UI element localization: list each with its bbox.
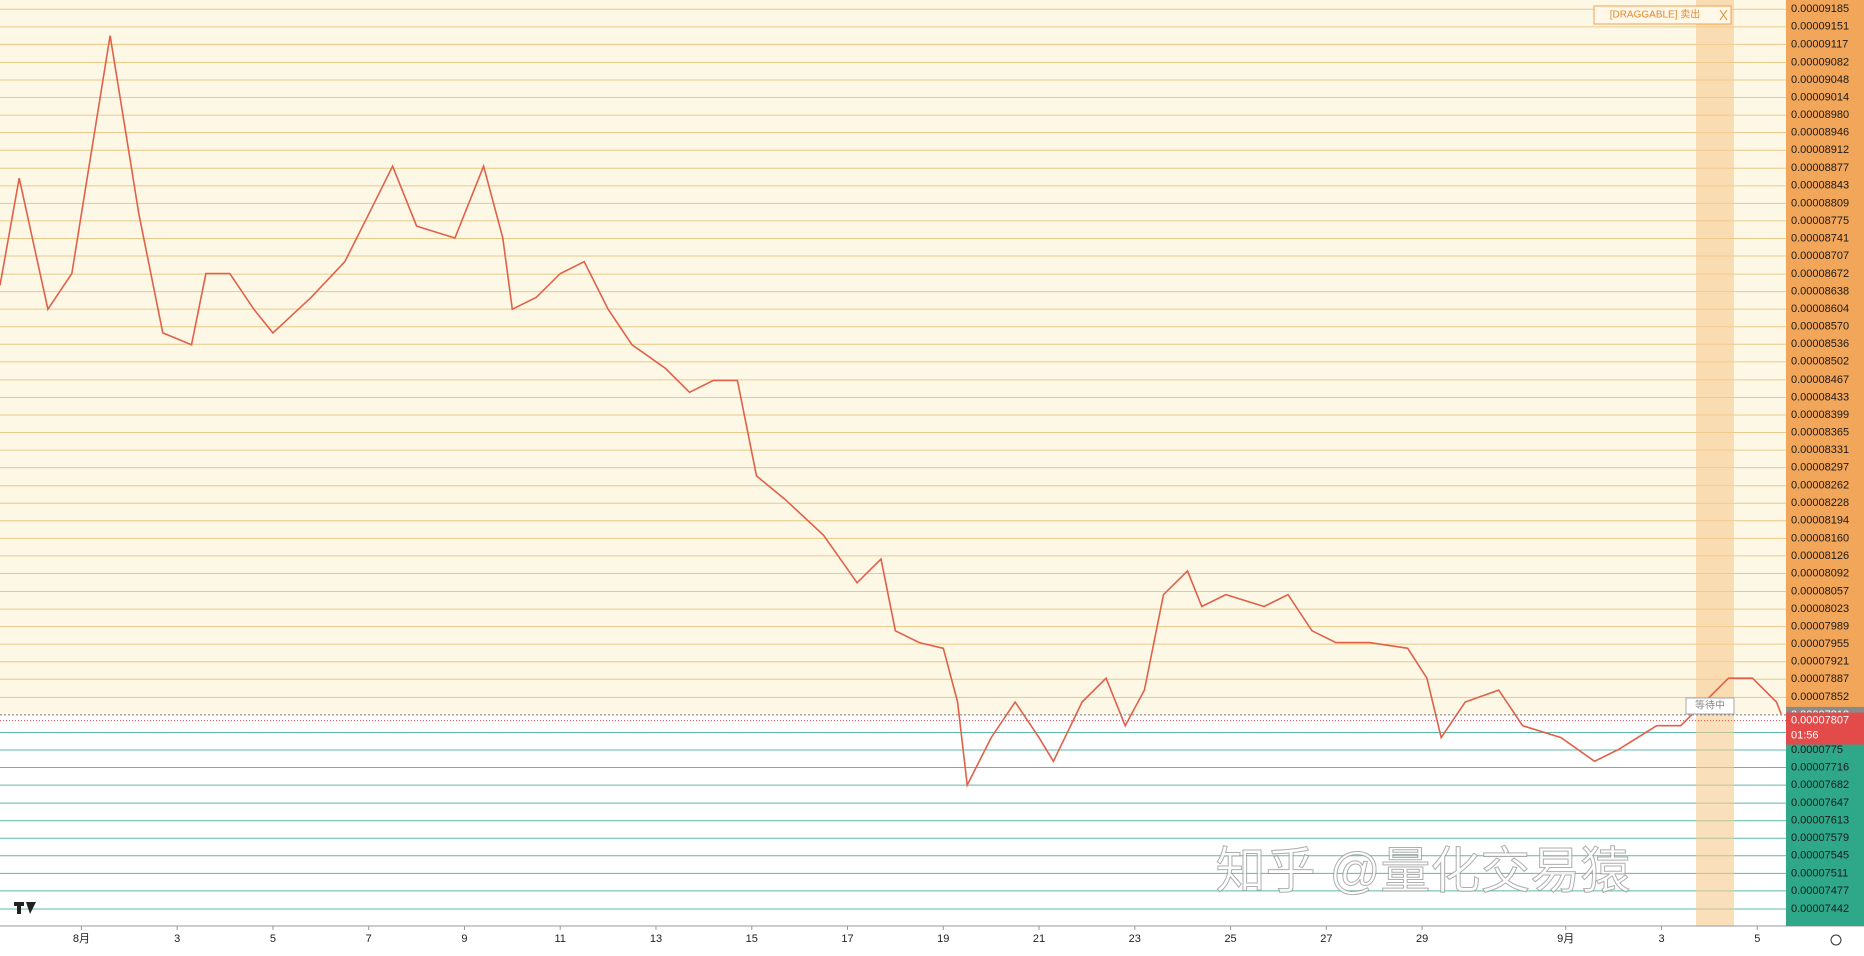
y-tick-label: 0.00008570	[1791, 321, 1849, 333]
y-tick-label: 0.00008331	[1791, 444, 1849, 456]
x-tick-label: 21	[1033, 933, 1045, 945]
y-tick-label: 0.00009014	[1791, 91, 1849, 103]
x-tick-label: 17	[841, 933, 853, 945]
y-tick-label: 0.00007579	[1791, 832, 1849, 844]
y-tick-label: 0.00009185	[1791, 3, 1849, 15]
y-tick-label: 0.00007852	[1791, 691, 1849, 703]
y-tick-label: 0.00008946	[1791, 127, 1849, 139]
pending-label: 等待中	[1695, 699, 1725, 712]
y-tick-label: 0.00008365	[1791, 426, 1849, 438]
y-tick-label: 0.00008297	[1791, 462, 1849, 474]
y-tick-label: 0.00008980	[1791, 109, 1849, 121]
x-tick-label: 7	[366, 933, 372, 945]
x-tick-label: 15	[746, 933, 758, 945]
x-tick-label: 5	[270, 933, 276, 945]
y-tick-label: 0.00008809	[1791, 197, 1849, 209]
y-tick-label: 0.00007716	[1791, 761, 1849, 773]
countdown: 01:56	[1791, 729, 1819, 741]
y-tick-label: 0.00008228	[1791, 497, 1849, 509]
settings-icon[interactable]	[1830, 934, 1842, 946]
y-tick-label: 0.00007887	[1791, 673, 1849, 685]
y-tick-label: 0.00008467	[1791, 374, 1849, 386]
y-tick-label: 0.00007613	[1791, 815, 1849, 827]
price-axis: 0.00009185 0.00009151 0.00009117 0.00009082…	[1786, 0, 1864, 926]
y-tick-label: 0.00009117	[1791, 38, 1848, 50]
time-axis-labels: 8月 3 5 7 9 11 13 15 17 19 21 23 25 27 29 9月 3 5	[73, 926, 1760, 945]
y-tick-label: 0.00007921	[1791, 656, 1849, 668]
y-tick-label: 0.00008126	[1791, 550, 1849, 562]
price-line	[0, 35, 1782, 788]
y-tick-label: 0.00009082	[1791, 56, 1849, 68]
y-tick-label: 0.00007682	[1791, 779, 1849, 791]
x-tick-label: 3	[174, 933, 180, 945]
y-tick-label: 0.00007442	[1791, 903, 1849, 915]
axis-upper	[1786, 0, 1864, 715]
y-tick-label: 0.00008912	[1791, 144, 1849, 156]
y-tick-label: 0.00009151	[1791, 21, 1849, 33]
y-tick-label: 0.00008877	[1791, 162, 1849, 174]
x-tick-label: 25	[1224, 933, 1236, 945]
x-tick-label: 5	[1754, 933, 1760, 945]
order-strip	[1696, 0, 1734, 926]
time-axis	[0, 926, 1864, 951]
x-tick-label: 29	[1416, 933, 1428, 945]
axis-lower	[1786, 714, 1864, 926]
x-tick-label: 27	[1320, 933, 1332, 945]
y-tick-label: 0.00008672	[1791, 268, 1849, 280]
y-tick-label: 0.00008057	[1791, 585, 1849, 597]
pending-box	[1685, 697, 1735, 715]
y-tick-label: 0.00007647	[1791, 797, 1849, 809]
y-tick-label: 0.00008638	[1791, 286, 1849, 298]
x-tick-label: 9	[461, 933, 467, 945]
y-tick-label: 0.00008262	[1791, 480, 1849, 492]
close-icon[interactable]	[1719, 9, 1728, 21]
y-tick-label: 0.00008604	[1791, 303, 1849, 315]
y-tick-label: 0.00008160	[1791, 532, 1849, 544]
x-tick-label: 8月	[73, 933, 90, 945]
x-tick-label: 19	[937, 933, 949, 945]
y-tick-label: 0.00008502	[1791, 356, 1849, 368]
x-tick-label: 13	[650, 933, 662, 945]
x-tick-label: 3	[1658, 933, 1664, 945]
y-tick-label: 0.00008092	[1791, 567, 1849, 579]
y-tick-label: 0.00007989	[1791, 621, 1849, 633]
order-label: [DRAGGABLE] 卖出	[1610, 8, 1701, 21]
y-tick-label: 0.00007545	[1791, 850, 1849, 862]
y-tick-label: 0.00007511	[1791, 867, 1848, 879]
y-tick-label: 0.00008194	[1791, 515, 1849, 527]
y-tick-label: 0.00008843	[1791, 180, 1849, 192]
last-price-box	[1786, 712, 1864, 745]
y-tick-label: 0.00008433	[1791, 391, 1849, 403]
plot	[0, 35, 1786, 788]
x-tick-label: 9月	[1557, 933, 1574, 945]
logo	[14, 902, 36, 914]
y-tick-label: 0.00008399	[1791, 409, 1849, 421]
last-price-label: 0.00007807	[1791, 714, 1849, 726]
x-tick-label: 23	[1129, 933, 1141, 945]
y-tick-label: 0.00007955	[1791, 638, 1849, 650]
y-tick-label: 0.00008741	[1791, 232, 1849, 244]
y-tick-label: 0.00007477	[1791, 885, 1849, 897]
order-box[interactable]	[1593, 5, 1732, 25]
y-tick-label: 0.00008536	[1791, 338, 1849, 350]
watermark: 知乎 @量化交易猿	[1216, 843, 1631, 899]
y-tick-label: 0.00008023	[1791, 603, 1849, 615]
y-tick-label: 0.00008707	[1791, 250, 1849, 262]
y-tick-label: 0.00009048	[1791, 74, 1849, 86]
y-tick-label: 0.0000775	[1791, 744, 1843, 756]
y-tick-label: 0.00008775	[1791, 215, 1849, 227]
x-tick-label: 11	[555, 933, 566, 945]
grid	[0, 8, 1786, 926]
